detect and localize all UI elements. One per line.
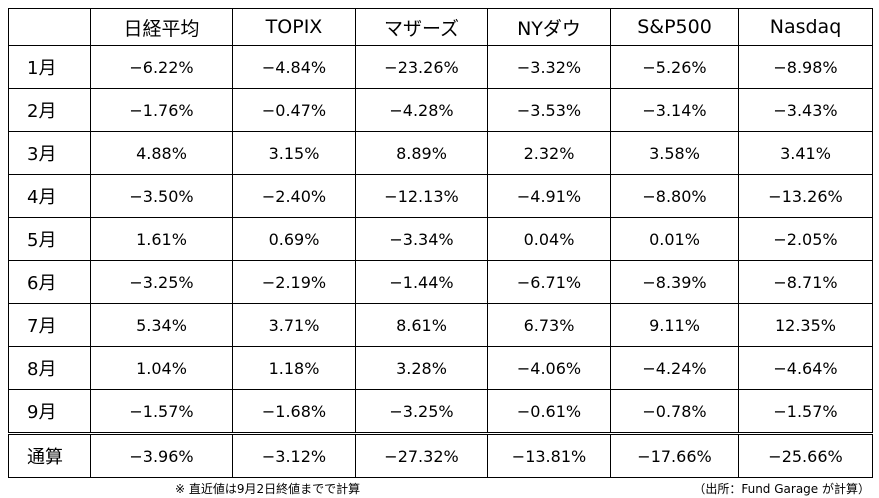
row-label: 4月 — [8, 174, 91, 218]
cell: −6.71% — [487, 260, 611, 304]
column-header: TOPIX — [232, 8, 356, 46]
table-row: 4月 −3.50% −2.40% −12.13% −4.91% −8.80% −13.26% — [8, 174, 873, 218]
cell: −2.40% — [232, 174, 356, 218]
header-row: 日経平均 TOPIX マザーズ NYダウ S&P500 Nasdaq — [8, 8, 873, 46]
cell: −4.24% — [610, 346, 739, 390]
cell: −1.68% — [232, 389, 356, 434]
table-row: 3月 4.88% 3.15% 8.89% 2.32% 3.58% 3.41% — [8, 131, 873, 175]
row-label: 3月 — [8, 131, 91, 175]
cell: −8.80% — [610, 174, 739, 218]
column-header: マザーズ — [355, 8, 488, 46]
cell: 8.61% — [355, 303, 488, 347]
table-row: 6月 −3.25% −2.19% −1.44% −6.71% −8.39% −8.71% — [8, 260, 873, 304]
cell: 12.35% — [738, 303, 873, 347]
row-label: 通算 — [8, 432, 91, 478]
returns-table: 日経平均 TOPIX マザーズ NYダウ S&P500 Nasdaq 1月 −6.22% −4… — [8, 8, 873, 478]
cell: 3.71% — [232, 303, 356, 347]
row-label: 6月 — [8, 260, 91, 304]
column-header: NYダウ — [487, 8, 611, 46]
row-label: 5月 — [8, 217, 91, 261]
row-label: 8月 — [8, 346, 91, 390]
table-row: 通算 −3.96% −3.12% −27.32% −13.81% −17.66% −25.6… — [8, 432, 873, 478]
cell: 4.88% — [90, 131, 233, 175]
cell: 2.32% — [487, 131, 611, 175]
cell: −27.32% — [355, 432, 488, 478]
table-row: 1月 −6.22% −4.84% −23.26% −3.32% −5.26% −8.98% — [8, 45, 873, 89]
source-note: （出所：Fund Garage が計算） — [693, 482, 870, 496]
cell: −3.25% — [90, 260, 233, 304]
cell: 8.89% — [355, 131, 488, 175]
cell: −4.91% — [487, 174, 611, 218]
cell: −3.25% — [355, 389, 488, 434]
cell: −3.53% — [487, 88, 611, 132]
row-label: 2月 — [8, 88, 91, 132]
cell: −3.50% — [90, 174, 233, 218]
cell: 5.34% — [90, 303, 233, 347]
cell: 0.69% — [232, 217, 356, 261]
cell: −13.81% — [487, 432, 611, 478]
cell: −6.22% — [90, 45, 233, 89]
cell: −3.32% — [487, 45, 611, 89]
cell: −0.78% — [610, 389, 739, 434]
cell: 3.28% — [355, 346, 488, 390]
cell: −8.39% — [610, 260, 739, 304]
column-header: Nasdaq — [738, 8, 873, 46]
cell: 0.04% — [487, 217, 611, 261]
table-row: 8月 1.04% 1.18% 3.28% −4.06% −4.24% −4.64% — [8, 346, 873, 390]
cell: 3.58% — [610, 131, 739, 175]
cell: −12.13% — [355, 174, 488, 218]
cell: −4.06% — [487, 346, 611, 390]
corner-cell — [8, 8, 91, 46]
cell: −8.71% — [738, 260, 873, 304]
cell: −1.57% — [738, 389, 873, 434]
cell: −4.64% — [738, 346, 873, 390]
cell: −0.61% — [487, 389, 611, 434]
cell: −0.47% — [232, 88, 356, 132]
table-row: 2月 −1.76% −0.47% −4.28% −3.53% −3.14% −3.43% — [8, 88, 873, 132]
cell: −1.76% — [90, 88, 233, 132]
footnote: ※ 直近値は9月2日終値までで計算 — [175, 482, 361, 496]
cell: 1.18% — [232, 346, 356, 390]
cell: 1.04% — [90, 346, 233, 390]
cell: 0.01% — [610, 217, 739, 261]
cell: 6.73% — [487, 303, 611, 347]
cell: −2.19% — [232, 260, 356, 304]
table-row: 7月 5.34% 3.71% 8.61% 6.73% 9.11% 12.35% — [8, 303, 873, 347]
cell: −2.05% — [738, 217, 873, 261]
cell: 1.61% — [90, 217, 233, 261]
cell: −1.57% — [90, 389, 233, 434]
cell: 3.41% — [738, 131, 873, 175]
cell: −8.98% — [738, 45, 873, 89]
cell: −3.96% — [90, 432, 233, 478]
column-header: S&P500 — [610, 8, 739, 46]
cell: 3.15% — [232, 131, 356, 175]
cell: −4.28% — [355, 88, 488, 132]
cell: −25.66% — [738, 432, 873, 478]
cell: 9.11% — [610, 303, 739, 347]
cell: −5.26% — [610, 45, 739, 89]
table-body: 1月 −6.22% −4.84% −23.26% −3.32% −5.26% −8.98% 2… — [8, 45, 873, 478]
cell: −13.26% — [738, 174, 873, 218]
cell: −23.26% — [355, 45, 488, 89]
cell: −3.12% — [232, 432, 356, 478]
row-label: 7月 — [8, 303, 91, 347]
cell: −17.66% — [610, 432, 739, 478]
cell: −3.34% — [355, 217, 488, 261]
cell: −3.43% — [738, 88, 873, 132]
cell: −1.44% — [355, 260, 488, 304]
cell: −3.14% — [610, 88, 739, 132]
row-label: 9月 — [8, 389, 91, 434]
row-label: 1月 — [8, 45, 91, 89]
table-row: 5月 1.61% 0.69% −3.34% 0.04% 0.01% −2.05% — [8, 217, 873, 261]
table-row: 9月 −1.57% −1.68% −3.25% −0.61% −0.78% −1.57% — [8, 389, 873, 434]
column-header: 日経平均 — [90, 8, 233, 46]
cell: −4.84% — [232, 45, 356, 89]
